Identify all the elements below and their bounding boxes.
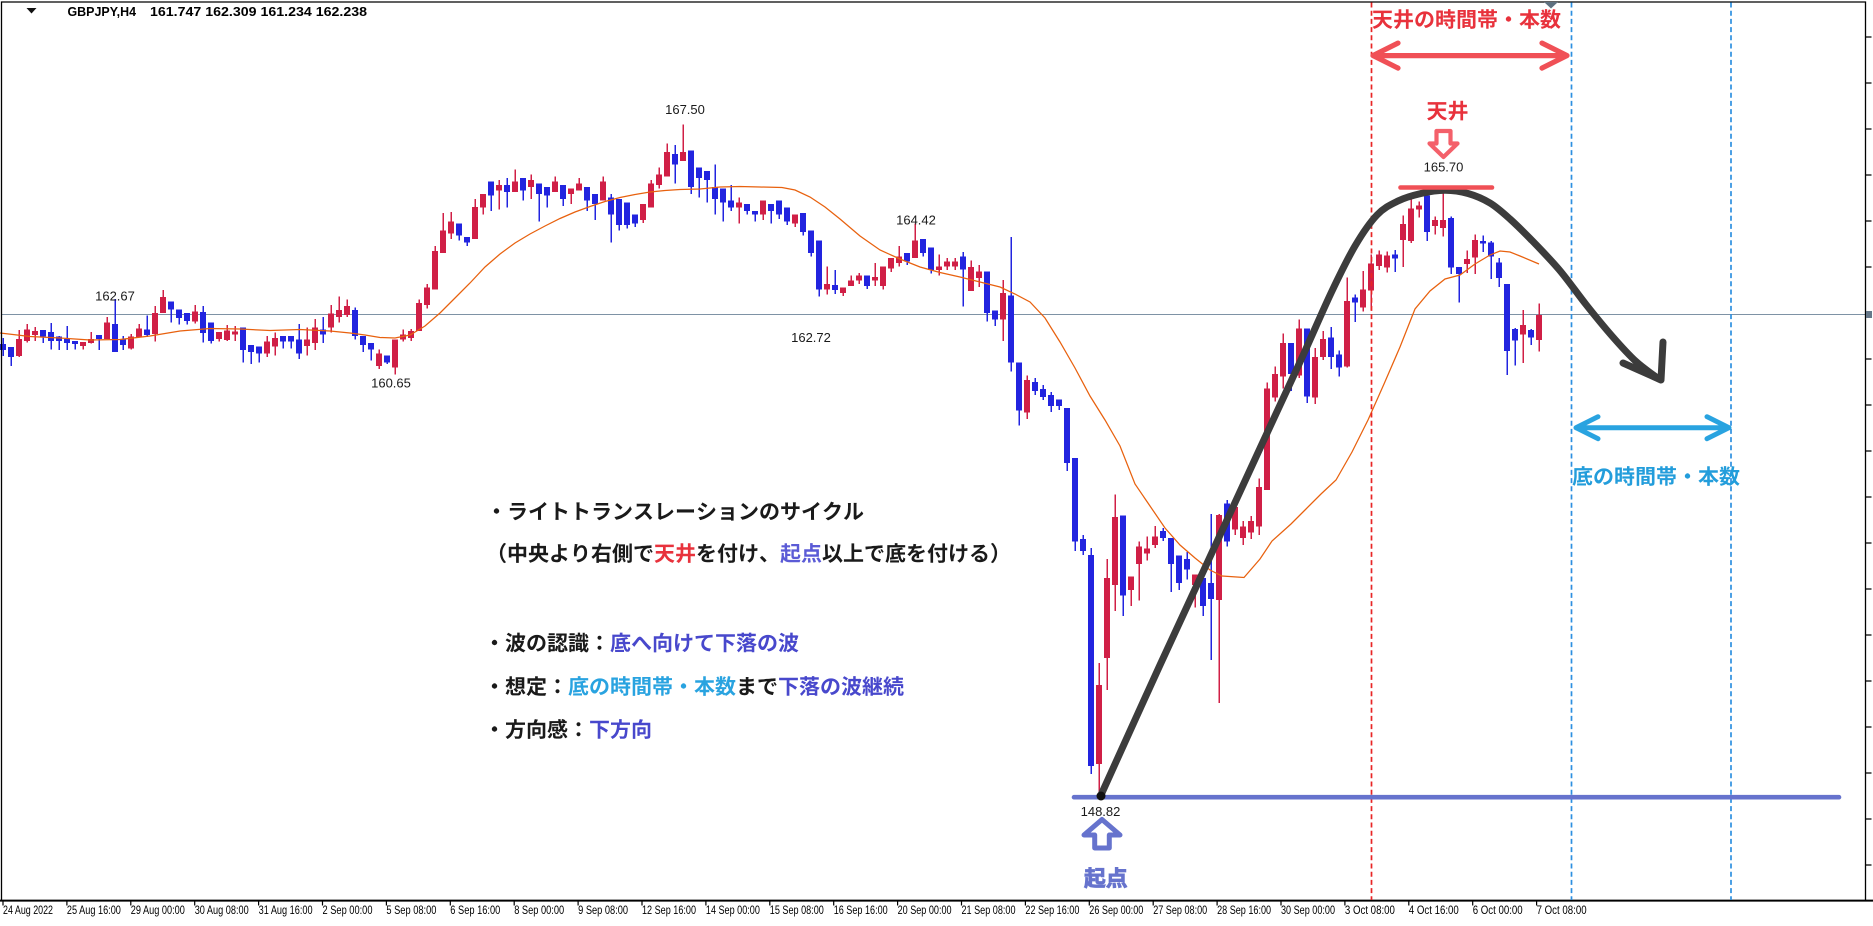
svg-text:12 Sep 16:00: 12 Sep 16:00 (642, 903, 696, 917)
svg-text:6 Sep 16:00: 6 Sep 16:00 (450, 903, 500, 917)
svg-text:161.747 162.309 161.234 162.23: 161.747 162.309 161.234 162.238 (150, 4, 367, 19)
svg-text:162.72: 162.72 (791, 330, 831, 345)
svg-text:164.42: 164.42 (896, 212, 936, 227)
svg-text:5 Sep 08:00: 5 Sep 08:00 (386, 903, 436, 917)
svg-text:24 Aug 2022: 24 Aug 2022 (3, 903, 53, 917)
svg-text:15 Sep 08:00: 15 Sep 08:00 (770, 903, 824, 917)
svg-text:8 Sep 00:00: 8 Sep 00:00 (514, 903, 564, 917)
svg-text:160.65: 160.65 (371, 375, 411, 390)
svg-text:4 Oct 16:00: 4 Oct 16:00 (1409, 903, 1459, 917)
svg-text:20 Sep 00:00: 20 Sep 00:00 (898, 903, 952, 917)
svg-text:26 Sep 00:00: 26 Sep 00:00 (1089, 903, 1143, 917)
svg-text:9 Sep 08:00: 9 Sep 08:00 (578, 903, 628, 917)
svg-text:162.67: 162.67 (95, 288, 135, 303)
svg-text:14 Sep 00:00: 14 Sep 00:00 (706, 903, 760, 917)
svg-text:6 Oct 00:00: 6 Oct 00:00 (1473, 903, 1523, 917)
svg-text:7 Oct 08:00: 7 Oct 08:00 (1537, 903, 1587, 917)
svg-text:21 Sep 08:00: 21 Sep 08:00 (962, 903, 1016, 917)
svg-text:30 Aug 08:00: 30 Aug 08:00 (195, 903, 249, 917)
svg-text:27 Sep 08:00: 27 Sep 08:00 (1153, 903, 1207, 917)
svg-text:GBPJPY,H4: GBPJPY,H4 (68, 4, 137, 19)
svg-text:165.70: 165.70 (1424, 159, 1464, 174)
svg-text:31 Aug 16:00: 31 Aug 16:00 (259, 903, 313, 917)
svg-text:2 Sep 00:00: 2 Sep 00:00 (323, 903, 373, 917)
svg-text:16 Sep 16:00: 16 Sep 16:00 (834, 903, 888, 917)
svg-text:167.50: 167.50 (665, 102, 705, 117)
svg-text:148.82: 148.82 (1081, 804, 1121, 819)
svg-text:29 Aug 00:00: 29 Aug 00:00 (131, 903, 185, 917)
svg-text:28 Sep 16:00: 28 Sep 16:00 (1217, 903, 1271, 917)
svg-text:3 Oct 08:00: 3 Oct 08:00 (1345, 903, 1395, 917)
svg-text:22 Sep 16:00: 22 Sep 16:00 (1025, 903, 1079, 917)
svg-text:30 Sep 00:00: 30 Sep 00:00 (1281, 903, 1335, 917)
svg-text:25 Aug 16:00: 25 Aug 16:00 (67, 903, 121, 917)
